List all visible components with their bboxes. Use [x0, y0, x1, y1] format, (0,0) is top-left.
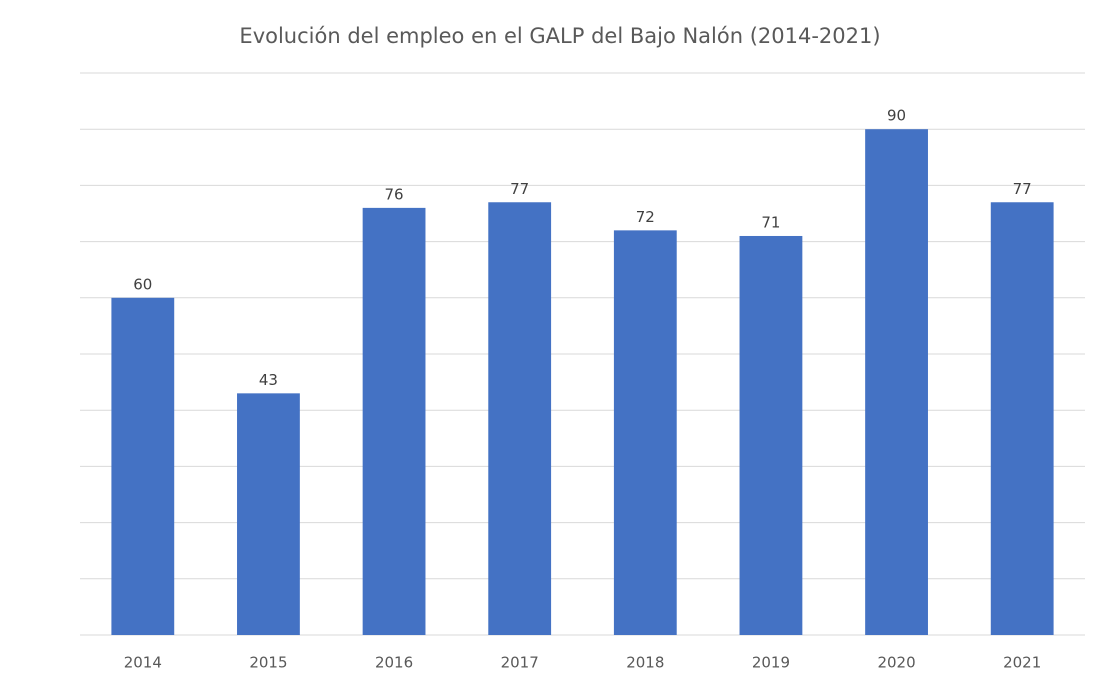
chart-title: Evolución del empleo en el GALP del Bajo… — [239, 24, 880, 48]
bar — [111, 297, 175, 635]
data-label: 60 — [133, 275, 152, 293]
data-label: 77 — [1013, 180, 1032, 198]
bar — [990, 202, 1054, 635]
bar — [362, 207, 426, 635]
bar — [237, 393, 300, 635]
x-tick-label: 2019 — [752, 654, 790, 672]
data-label: 72 — [636, 208, 655, 226]
data-label: 77 — [510, 180, 529, 198]
x-tick-label: 2018 — [626, 654, 664, 672]
data-label: 71 — [761, 213, 780, 231]
x-tick-label: 2014 — [124, 654, 162, 672]
data-label: 76 — [385, 185, 404, 203]
data-label: 43 — [259, 371, 278, 389]
bar — [865, 129, 928, 635]
bar — [613, 230, 677, 636]
x-tick-label: 2015 — [249, 654, 287, 672]
x-tick-label: 2016 — [375, 654, 413, 672]
x-tick-label: 2017 — [501, 654, 539, 672]
bar — [739, 235, 803, 636]
bar — [488, 202, 552, 635]
x-tick-label: 2021 — [1003, 654, 1041, 672]
x-tick-label: 2020 — [877, 654, 915, 672]
data-label: 90 — [887, 107, 906, 125]
